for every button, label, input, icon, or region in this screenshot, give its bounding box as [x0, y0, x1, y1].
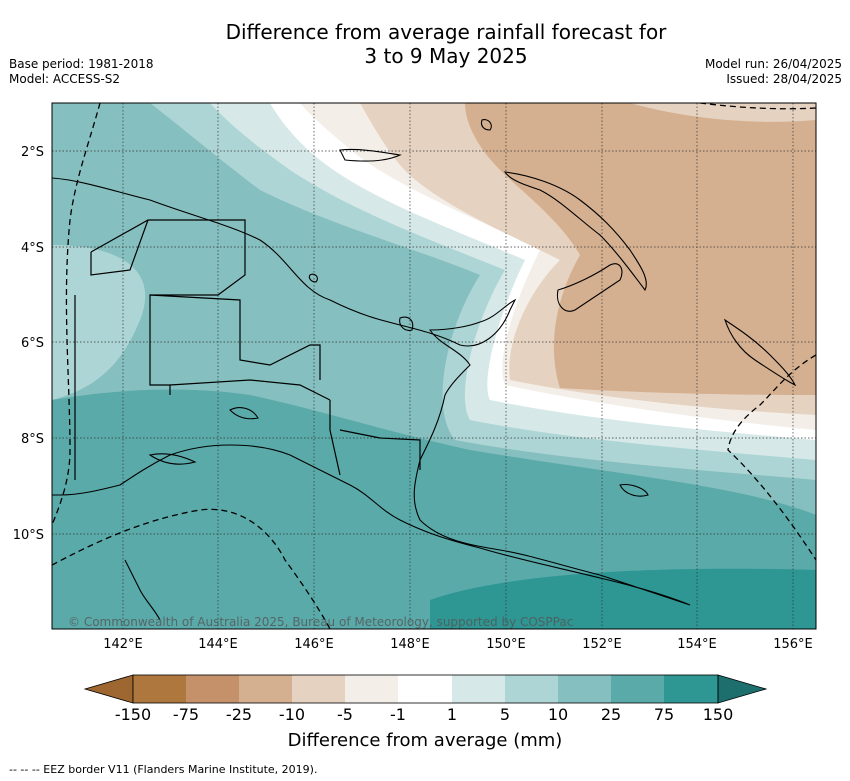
colorbar-tick: 75: [654, 705, 674, 724]
colorbar-tick: -75: [173, 705, 199, 724]
lon-label: 148°E: [390, 637, 430, 652]
colorbar-swatch: [611, 675, 664, 703]
lon-label: 156°E: [773, 637, 813, 652]
lon-label: 144°E: [198, 637, 238, 652]
graticule: [52, 103, 816, 629]
colorbar-tick: 150: [703, 705, 734, 724]
lon-label: 142°E: [103, 637, 143, 652]
coastlines: [52, 119, 797, 621]
colorbar-swatch: [664, 675, 718, 703]
colorbar-tick: -10: [279, 705, 305, 724]
map-title: Difference from average rainfall forecas…: [150, 20, 742, 68]
colorbar-frame: [132, 674, 719, 704]
band-75-150: [430, 568, 816, 629]
copyright-text: © Commonwealth of Australia 2025, Bureau…: [68, 615, 573, 629]
colorbar-swatch: [133, 675, 186, 703]
base-period: Base period: 1981-2018: [9, 57, 154, 71]
colorbar-title: Difference from average (mm): [287, 730, 563, 751]
lon-label: 150°E: [486, 637, 526, 652]
colorbar-swatch: [186, 675, 239, 703]
colorbar-low-arrow: [83, 674, 134, 704]
band-top-right: [630, 103, 816, 122]
colorbar-tick: 10: [548, 705, 568, 724]
colorbar-tick: 1: [447, 705, 457, 724]
lat-label: 8°S: [21, 432, 44, 447]
colorbar-high-arrow: [717, 674, 768, 704]
provincial-borders: [74, 219, 421, 480]
lat-label: 10°S: [13, 528, 44, 543]
colorbar-swatch: [452, 675, 505, 703]
colorbar-tick: -150: [115, 705, 151, 724]
meta-left: Base period: 1981-2018 Model: ACCESS-S2: [9, 57, 154, 87]
model-name: Model: ACCESS-S2: [9, 72, 121, 86]
eez-borders: [52, 103, 816, 629]
colorbar-tick: 5: [500, 705, 510, 724]
colorbar: [83, 674, 768, 704]
lon-label: 146°E: [294, 637, 334, 652]
longitude-labels: 142°E 144°E 146°E 148°E 150°E 152°E 154°…: [103, 637, 813, 652]
issued-date: Issued: 28/04/2025: [726, 72, 842, 86]
meta-right: Model run: 26/04/2025 Issued: 28/04/2025: [705, 57, 842, 87]
rainfall-anomaly-map: © Commonwealth of Australia 2025, Bureau…: [52, 103, 816, 629]
colorbar-swatch: [239, 675, 292, 703]
lon-label: 152°E: [582, 637, 622, 652]
colorbar-tick: 25: [601, 705, 621, 724]
map-frame: [51, 102, 817, 630]
colorbar-tick: -1: [390, 705, 406, 724]
lat-label: 4°S: [21, 241, 44, 256]
colorbar-swatch: [505, 675, 558, 703]
eez-footnote: -- -- -- EEZ border V11 (Flanders Marine…: [9, 763, 318, 776]
colorbar-swatch: [292, 675, 345, 703]
colorbar-swatch: [558, 675, 611, 703]
colorbar-swatch: [345, 675, 398, 703]
title-line-1: Difference from average rainfall forecas…: [225, 20, 667, 44]
lat-label: 6°S: [21, 336, 44, 351]
title-line-2: 3 to 9 May 2025: [364, 44, 528, 68]
model-run: Model run: 26/04/2025: [704, 57, 842, 71]
colorbar-tick: -25: [226, 705, 252, 724]
colorbar-tick-labels: -150 -75 -25 -10 -5 -1 1 5 10 25 75 150: [115, 705, 733, 724]
colorbar-tick: -5: [337, 705, 353, 724]
lat-label: 2°S: [21, 145, 44, 160]
latitude-labels: 2°S 4°S 6°S 8°S 10°S: [13, 145, 44, 543]
lon-label: 154°E: [677, 637, 717, 652]
colorbar-swatch: [398, 675, 452, 703]
